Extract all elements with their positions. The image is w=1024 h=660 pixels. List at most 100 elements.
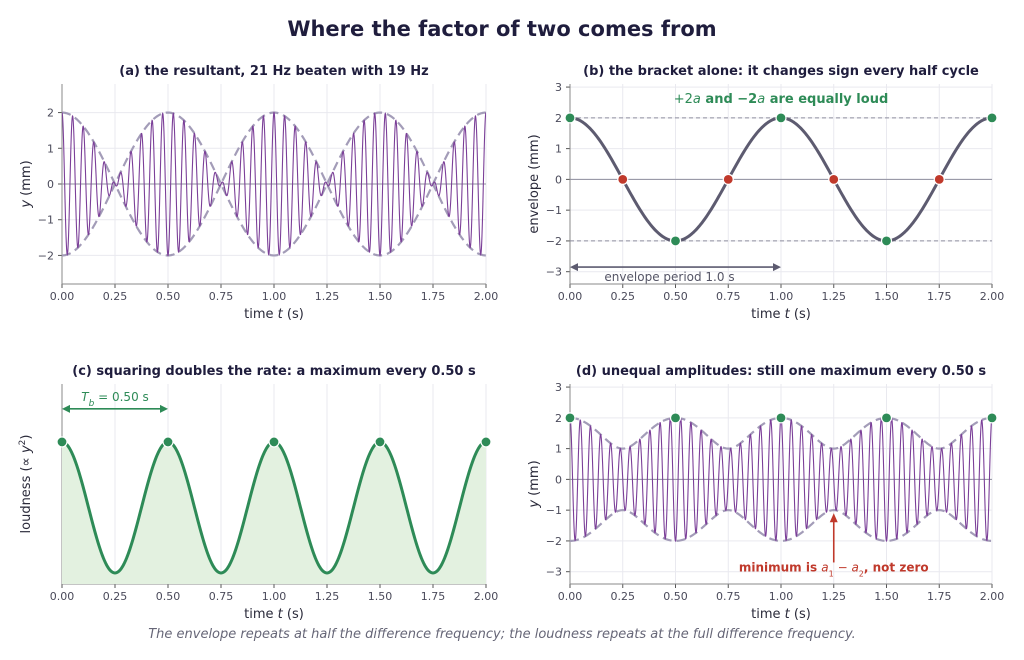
x-tick-label: 1.50	[874, 290, 899, 303]
zero-point	[722, 173, 734, 185]
y-tick-label: 1	[47, 142, 54, 155]
y-tick-label: 3	[555, 381, 562, 394]
panel-c: (c) squaring doubles the rate: a maximum…	[18, 364, 498, 622]
x-tick-label: 0.75	[209, 590, 234, 603]
x-tick-label: 0.75	[209, 290, 234, 303]
maximum-point	[268, 436, 280, 448]
x-tick-label: 0.25	[611, 290, 636, 303]
x-tick-label: 0.25	[103, 290, 128, 303]
y-axis-label: loudness (∝ y2)	[18, 435, 34, 534]
y-tick-label: 2	[555, 112, 562, 125]
y-tick-label: −1	[38, 214, 54, 227]
x-axis-label: time t (s)	[244, 307, 304, 322]
period-arrow-head-right	[160, 404, 168, 413]
x-axis-label: time t (s)	[751, 607, 811, 622]
x-tick-label: 0.00	[558, 590, 583, 603]
plot-area	[62, 111, 486, 257]
maximum-point	[880, 412, 893, 424]
y-tick-label: 3	[555, 81, 562, 94]
x-tick-label: 1.50	[368, 290, 393, 303]
y-axis-label: y (mm)	[527, 460, 542, 508]
annotation-minimum: minimum is a1 − a2, not zero	[739, 561, 929, 579]
maximum-point	[669, 412, 682, 424]
panel-d: (d) unequal amplitudes: still one maximu…	[527, 364, 1004, 622]
x-tick-label: 0.50	[156, 590, 181, 603]
panel-a: (a) the resultant, 21 Hz beaten with 19 …	[19, 64, 498, 322]
x-tick-label: 1.25	[315, 590, 340, 603]
x-tick-label: 1.75	[927, 290, 952, 303]
panel-b: (b) the bracket alone: it changes sign e…	[527, 64, 1004, 322]
zero-point	[828, 173, 840, 185]
y-tick-label: 1	[555, 443, 562, 456]
x-tick-label: 1.00	[262, 590, 287, 603]
x-tick-label: 1.50	[874, 590, 899, 603]
extremum-point	[669, 235, 682, 247]
y-tick-label: −2	[546, 535, 562, 548]
maximum-point	[564, 412, 576, 424]
x-tick-label: 1.75	[927, 590, 952, 603]
y-tick-label: 0	[555, 173, 562, 186]
zero-point	[617, 173, 629, 185]
x-tick-label: 0.75	[716, 590, 741, 603]
maximum-point	[986, 412, 998, 424]
figure-title: Where the factor of two comes from	[287, 17, 716, 41]
y-tick-label: 0	[555, 473, 562, 486]
annotation-arrow-head	[829, 513, 838, 523]
x-tick-label: 0.50	[663, 290, 688, 303]
x-tick-label: 1.50	[368, 590, 393, 603]
x-tick-label: 0.25	[611, 590, 636, 603]
y-tick-label: 1	[555, 143, 562, 156]
y-tick-label: 2	[555, 412, 562, 425]
y-tick-label: −3	[546, 566, 562, 579]
x-tick-label: 0.75	[716, 290, 741, 303]
y-tick-label: 0	[47, 178, 54, 191]
loudness-area	[62, 441, 486, 584]
panel-title: (a) the resultant, 21 Hz beaten with 19 …	[119, 64, 428, 79]
y-tick-label: −3	[546, 266, 562, 279]
period-arrow-label: envelope period 1.0 s	[604, 270, 734, 284]
y-tick-label: 2	[47, 107, 54, 120]
signal-line	[62, 111, 486, 257]
y-tick-label: −2	[38, 249, 54, 262]
x-tick-label: 1.25	[822, 290, 847, 303]
panel-title: (b) the bracket alone: it changes sign e…	[583, 64, 979, 79]
maximum-point	[162, 436, 174, 448]
y-axis-label: y (mm)	[19, 160, 34, 208]
panel-title: (c) squaring doubles the rate: a maximum…	[72, 364, 476, 379]
x-tick-label: 1.00	[262, 290, 287, 303]
x-axis-label: time t (s)	[244, 607, 304, 622]
figure-caption: The envelope repeats at half the differe…	[148, 627, 856, 642]
x-tick-label: 2.00	[980, 590, 1005, 603]
annotation-equally-loud: +2a and −2a are equally loud	[674, 92, 889, 107]
envelope-lower	[62, 111, 486, 257]
x-tick-label: 1.00	[769, 590, 794, 603]
x-tick-label: 0.25	[103, 590, 128, 603]
plot-area	[62, 440, 486, 584]
x-tick-label: 2.00	[474, 590, 499, 603]
period-arrow-head-left	[570, 263, 578, 272]
x-tick-label: 2.00	[474, 290, 499, 303]
extremum-point	[775, 112, 787, 124]
extremum-point	[564, 112, 576, 124]
maximum-point	[374, 436, 386, 448]
period-label: Tb = 0.50 s	[81, 390, 149, 409]
x-tick-label: 0.50	[663, 590, 688, 603]
x-tick-label: 1.00	[769, 290, 794, 303]
y-tick-label: −1	[546, 204, 562, 217]
y-tick-label: −1	[546, 504, 562, 517]
x-tick-label: 0.00	[558, 290, 583, 303]
extremum-point	[880, 235, 893, 247]
zero-point	[933, 173, 945, 185]
period-arrow-head-right	[773, 263, 781, 272]
maximum-point	[56, 436, 68, 448]
x-tick-label: 0.00	[50, 290, 75, 303]
x-tick-label: 1.25	[822, 590, 847, 603]
x-tick-label: 1.75	[421, 590, 446, 603]
y-axis-label: envelope (mm)	[527, 134, 542, 233]
x-tick-label: 1.25	[315, 290, 340, 303]
period-arrow-head-left	[62, 404, 70, 413]
extremum-point	[986, 112, 998, 124]
x-tick-label: 0.50	[156, 290, 181, 303]
maximum-point	[775, 412, 787, 424]
